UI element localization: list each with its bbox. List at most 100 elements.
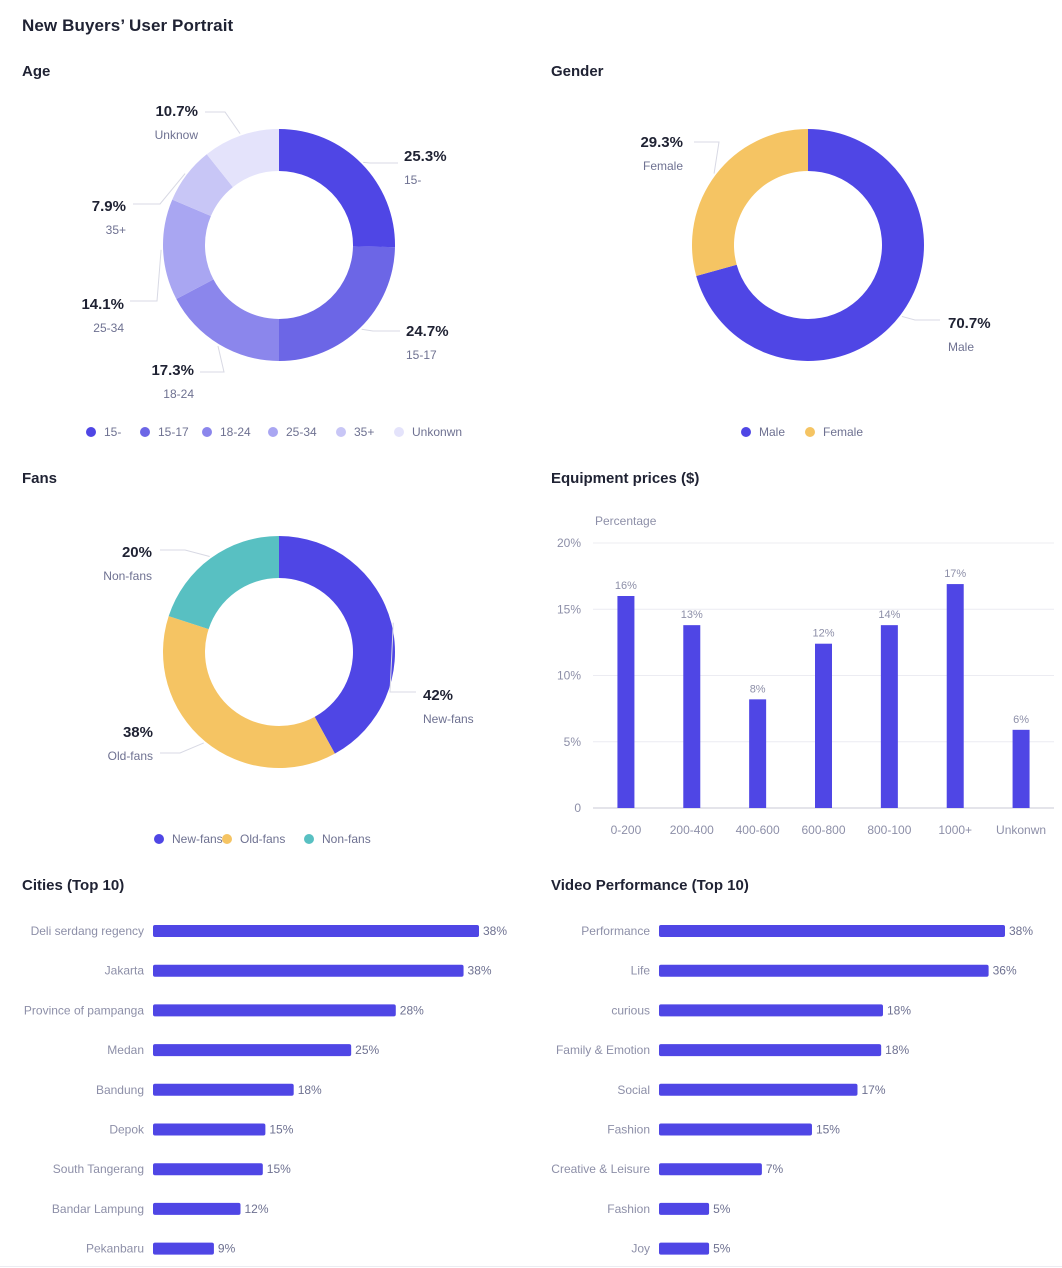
cities-bar-jakarta: [153, 964, 464, 977]
cities-value-label: 15%: [269, 1123, 293, 1137]
fans-category-label: New-fans: [423, 712, 474, 726]
cities-category-label: Bandung: [96, 1083, 144, 1097]
age-legend-label: 35+: [354, 425, 374, 439]
cities-bar-bandar-lampung: [153, 1202, 241, 1215]
equipment-x-tick-label: 200-400: [670, 823, 714, 837]
age-donut: 25.3% 15- 24.7% 15-17 17.3% 18-24 14.1% 25-34 7.…: [81, 103, 448, 401]
equipment-bar-400-600: [749, 699, 767, 808]
age-leader-line: [130, 249, 162, 302]
equipment-data-label: 8%: [750, 683, 766, 695]
cities-category-label: Jakarta: [105, 964, 145, 978]
age-category-label: 15-17: [406, 348, 437, 362]
age-legend-label: 25-34: [286, 425, 317, 439]
age-legend-label: 15-17: [158, 425, 189, 439]
video-value-label: 7%: [766, 1162, 784, 1176]
age-section-title: Age: [22, 63, 51, 80]
age-category-label: 35+: [106, 223, 126, 237]
equipment-data-label: 14%: [878, 609, 900, 621]
cities-category-label: Bandar Lampung: [52, 1202, 144, 1216]
video-value-label: 36%: [993, 964, 1017, 978]
age-leader-line: [361, 328, 400, 332]
age-slice-35: [172, 154, 233, 217]
gender-category-label: Female: [643, 159, 683, 173]
fans-category-label: Non-fans: [103, 569, 152, 583]
age-leader-line: [205, 111, 241, 134]
cities-value-label: 38%: [483, 924, 507, 938]
age-legend-dot: [394, 427, 404, 437]
video-bar-curious: [659, 1004, 883, 1017]
cities-category-label: South Tangerang: [53, 1162, 144, 1176]
video-category-label: Fashion: [607, 1123, 650, 1137]
cities-value-label: 18%: [298, 1083, 322, 1097]
equipment-bar-1000: [946, 584, 964, 808]
cities-value-label: 38%: [468, 964, 492, 978]
cities-category-label: Medan: [107, 1043, 144, 1057]
cities-category-label: Deli serdang regency: [31, 924, 144, 938]
equipment-data-label: 6%: [1013, 714, 1029, 726]
video-section-title: Video Performance (Top 10): [551, 877, 749, 894]
bottom-divider: [0, 1266, 1062, 1267]
video-bar-chart: Performance 38% Life 36% curious 18% Family & …: [551, 924, 1033, 1256]
age-slice-unknow: [206, 129, 279, 188]
cities-value-label: 28%: [400, 1003, 424, 1017]
video-value-label: 38%: [1009, 924, 1033, 938]
age-percent-label: 10.7%: [155, 103, 198, 120]
age-percent-label: 17.3%: [151, 362, 194, 379]
age-legend-label: 18-24: [220, 425, 251, 439]
equipment-x-tick-label: 0-200: [611, 823, 642, 837]
cities-bar-chart: Deli serdang regency 38% Jakarta 38% Provinc…: [24, 924, 507, 1256]
equipment-y-tick-label: 0: [574, 801, 581, 815]
cities-section-title: Cities (Top 10): [22, 877, 125, 894]
equipment-bar-800-100: [880, 625, 898, 808]
cities-category-label: Pekanbaru: [86, 1242, 144, 1256]
equipment-y-tick-label: 20%: [557, 536, 581, 550]
equipment-x-tick-label: Unkonwn: [996, 823, 1046, 837]
gender-donut: 70.7% Male 29.3% Female: [640, 129, 991, 361]
age-slice-25-34: [163, 199, 214, 299]
video-value-label: 15%: [816, 1123, 840, 1137]
fans-legend-dot: [222, 834, 232, 844]
equipment-x-tick-label: 800-100: [867, 823, 911, 837]
gender-legend: Male Female: [741, 425, 863, 439]
cities-category-label: Depok: [109, 1123, 145, 1137]
gender-leader-line: [901, 315, 940, 321]
equipment-bar-0-200: [617, 596, 635, 808]
fans-legend-dot: [304, 834, 314, 844]
age-category-label: 25-34: [93, 321, 124, 335]
equipment-y-tick-label: 10%: [557, 669, 581, 683]
age-percent-label: 25.3%: [404, 148, 447, 165]
equipment-bar-unkonwn: [1012, 729, 1030, 808]
fans-leader-line: [160, 742, 204, 754]
video-category-label: curious: [611, 1003, 650, 1017]
video-value-label: 5%: [713, 1202, 731, 1216]
fans-category-label: Old-fans: [108, 749, 153, 763]
gender-slice-male: [696, 129, 924, 361]
cities-bar-bandung: [153, 1083, 294, 1096]
fans-legend-dot: [154, 834, 164, 844]
cities-value-label: 25%: [355, 1043, 379, 1057]
fans-percent-label: 20%: [122, 544, 152, 561]
equipment-data-label: 13%: [681, 609, 703, 621]
video-value-label: 17%: [861, 1083, 885, 1097]
cities-bar-province-of-pampanga: [153, 1004, 396, 1017]
age-legend-dot: [268, 427, 278, 437]
fans-leader-line: [160, 549, 210, 558]
age-legend-dot: [86, 427, 96, 437]
video-bar-performance: [659, 925, 1005, 937]
video-bar-life: [659, 964, 989, 977]
video-bar-family-emotion: [659, 1044, 882, 1057]
video-category-label: Creative & Leisure: [551, 1162, 650, 1176]
fans-slice-new-fans: [279, 536, 395, 754]
page-title: New Buyers’ User Portrait: [22, 16, 234, 35]
age-category-label: 18-24: [163, 387, 194, 401]
age-legend-dot: [202, 427, 212, 437]
video-value-label: 18%: [885, 1043, 909, 1057]
video-category-label: Family & Emotion: [556, 1043, 650, 1057]
equipment-x-tick-label: 1000+: [938, 823, 972, 837]
age-percent-label: 24.7%: [406, 323, 449, 340]
age-legend-label: 15-: [104, 425, 121, 439]
cities-category-label: Province of pampanga: [24, 1003, 144, 1017]
fans-legend-label: New-fans: [172, 832, 223, 846]
gender-legend-dot: [805, 427, 815, 437]
